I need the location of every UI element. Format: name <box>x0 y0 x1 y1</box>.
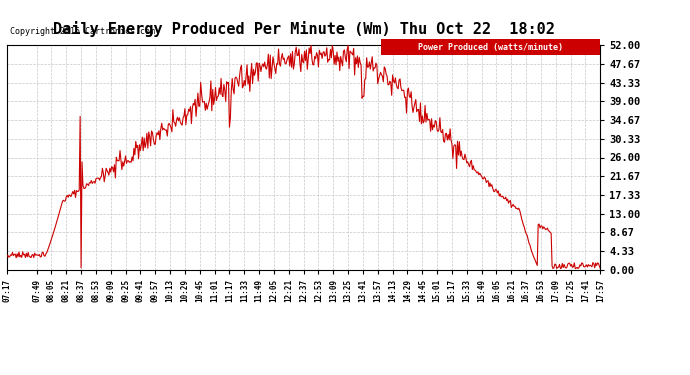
Title: Daily Energy Produced Per Minute (Wm) Thu Oct 22  18:02: Daily Energy Produced Per Minute (Wm) Th… <box>52 21 555 37</box>
Text: Copyright 2015 Cartronics.com: Copyright 2015 Cartronics.com <box>10 27 155 36</box>
